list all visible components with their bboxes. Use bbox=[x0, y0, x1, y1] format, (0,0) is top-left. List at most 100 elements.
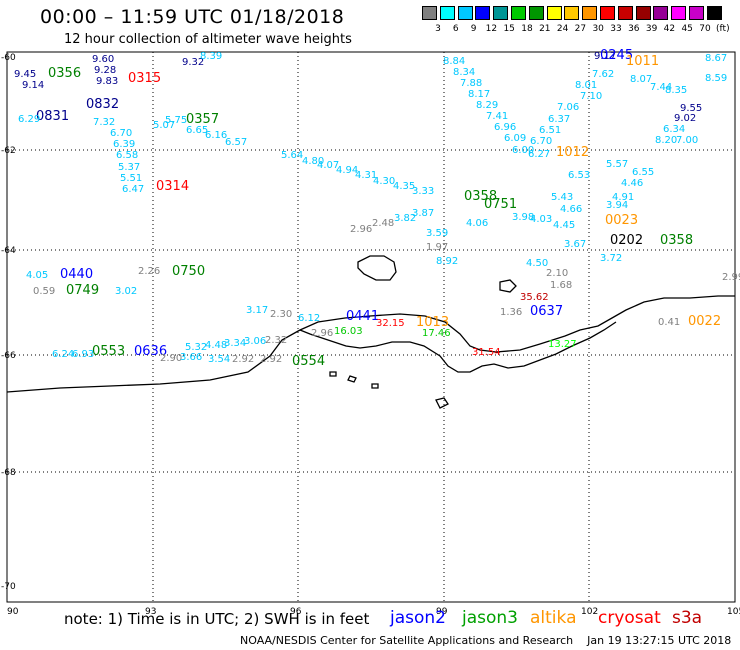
wave-height-value: 4.07 bbox=[317, 160, 339, 171]
wave-height-value: 6.12 bbox=[298, 313, 320, 324]
wave-height-value: 6.96 bbox=[494, 122, 516, 133]
footer-note: note: 1) Time is in UTC; 2) SWH is in fe… bbox=[64, 610, 370, 628]
scale-swatch bbox=[671, 6, 687, 20]
wave-height-value: 4.50 bbox=[526, 258, 548, 269]
scale-swatch bbox=[511, 6, 526, 20]
wave-height-value: 6.29 bbox=[18, 114, 40, 125]
scale-label: (ft) bbox=[716, 24, 730, 34]
wave-height-value: 3.98 bbox=[512, 212, 534, 223]
wave-height-value: 6.65 bbox=[186, 125, 208, 136]
wave-height-value: 4.30 bbox=[373, 176, 395, 187]
wave-height-value: 7.00 bbox=[676, 135, 698, 146]
coastline bbox=[6, 255, 735, 409]
wave-height-value: 6.53 bbox=[568, 170, 590, 181]
wave-height-value: 6.39 bbox=[113, 139, 135, 150]
wave-height-value: 32.15 bbox=[376, 318, 405, 329]
pass-time-label: 0356 bbox=[48, 66, 81, 81]
wave-height-value: 8.17 bbox=[468, 89, 490, 100]
wave-height-value: 9.17 bbox=[594, 51, 616, 62]
wave-height-value: 3.66 bbox=[180, 352, 202, 363]
x-tick-label: 90 bbox=[7, 607, 19, 617]
scale-swatch bbox=[582, 6, 598, 20]
wave-height-value: 6.00 bbox=[512, 145, 534, 156]
scale-swatch bbox=[439, 6, 455, 20]
wave-height-value: 6.27 bbox=[528, 149, 550, 160]
wave-height-value: 2.48 bbox=[372, 218, 394, 229]
y-tick-label: -66 bbox=[1, 351, 16, 361]
wave-height-value: 2.99 bbox=[722, 272, 740, 283]
x-tick-label: 105 bbox=[727, 607, 740, 617]
wave-height-value: 6.58 bbox=[116, 150, 138, 161]
pass-time-label: 0637 bbox=[530, 304, 563, 319]
wave-height-value: 4.31 bbox=[355, 170, 377, 181]
wave-height-value: 7.32 bbox=[93, 117, 115, 128]
wave-height-value: 3.02 bbox=[115, 286, 137, 297]
wave-height-value: 7.41 bbox=[486, 111, 508, 122]
wave-height-value: 9.83 bbox=[96, 76, 118, 87]
wave-height-value: 13.27 bbox=[548, 339, 577, 350]
wave-height-value: 8.20 bbox=[655, 135, 677, 146]
wave-height-value: 3.59 bbox=[426, 228, 448, 239]
scale-swatch bbox=[528, 6, 544, 20]
wave-height-value: 0.41 bbox=[658, 317, 680, 328]
wave-height-value: 2.90 bbox=[160, 353, 182, 364]
map-title: 00:00 – 11:59 UTC 01/18/2018 bbox=[40, 6, 345, 28]
x-tick-label: 99 bbox=[436, 607, 448, 617]
wave-height-labels: 9.609.289.83 9.45 0356 9.14 0315 9.328.39 0832… bbox=[14, 48, 740, 369]
scale-label: 39 bbox=[645, 24, 658, 34]
wave-height-value: 7.88 bbox=[460, 78, 482, 89]
x-tick-label: 96 bbox=[290, 607, 302, 617]
pass-time-label: 0440 bbox=[60, 267, 93, 282]
wave-height-value: 5.07 bbox=[153, 120, 175, 131]
wave-height-value: 2.92 bbox=[260, 354, 282, 365]
wave-height-value: 2.92 bbox=[232, 354, 254, 365]
scale-label: 33 bbox=[610, 24, 622, 34]
satellite-legend-jason3: jason3 bbox=[462, 608, 518, 628]
wave-height-value: 16.03 bbox=[334, 326, 363, 337]
scale-swatch bbox=[493, 6, 509, 20]
scale-label: 42 bbox=[663, 24, 676, 34]
y-tick-label: -64 bbox=[1, 246, 16, 256]
scale-label: 27 bbox=[574, 24, 587, 34]
graticule bbox=[7, 52, 735, 602]
scale-label: 30 bbox=[592, 24, 604, 34]
scale-label: 6 bbox=[452, 24, 459, 34]
pass-time-label: 0636 bbox=[134, 344, 167, 359]
wave-height-value: 3.87 bbox=[412, 208, 434, 219]
scale-swatch bbox=[475, 6, 491, 20]
wave-height-value: 3.54 bbox=[208, 354, 230, 365]
wave-height-value: 4.06 bbox=[466, 218, 488, 229]
wave-height-value: 5.51 bbox=[120, 173, 142, 184]
wave-height-value: 5.75 bbox=[165, 115, 187, 126]
wave-height-value: 4.94 bbox=[336, 165, 358, 176]
wave-height-value: 4.46 bbox=[621, 178, 643, 189]
wave-height-value: 4.45 bbox=[553, 220, 575, 231]
scale-swatch bbox=[617, 6, 633, 20]
wave-height-value: 6.70 bbox=[110, 128, 132, 139]
wave-height-value: 9.14 bbox=[22, 80, 44, 91]
y-tick-label: -68 bbox=[1, 468, 16, 478]
scale-swatch bbox=[600, 6, 615, 20]
wave-height-value: 4.91 bbox=[612, 192, 634, 203]
scale-label: 12 bbox=[485, 24, 498, 34]
wave-height-value: 4.48 bbox=[205, 340, 227, 351]
y-tick-label: -60 bbox=[1, 53, 16, 63]
wave-height-value: 6.34 bbox=[663, 124, 685, 135]
credit-line: NOAA/NESDIS Center for Satellite Applica… bbox=[240, 634, 732, 647]
wave-height-value: 3.06 bbox=[244, 336, 266, 347]
scale-swatch bbox=[653, 6, 669, 20]
pass-time-label: 0314 bbox=[156, 179, 189, 194]
pass-time-label: 0554 bbox=[292, 354, 325, 369]
pass-time-label: 0441 bbox=[346, 309, 379, 324]
wave-height-value: 9.32 bbox=[182, 57, 204, 68]
wave-height-value: 1.68 bbox=[550, 280, 572, 291]
wave-height-value: 5.43 bbox=[551, 192, 573, 203]
wave-height-value: 35.62 bbox=[520, 292, 549, 303]
scale-label: 24 bbox=[556, 24, 569, 34]
wave-height-value: 4.80 bbox=[302, 156, 324, 167]
satellite-legend-jason2: jason2 bbox=[390, 608, 446, 628]
pass-time-label: 0357 bbox=[186, 112, 219, 127]
wave-height-value: 4.05 bbox=[26, 270, 48, 281]
wave-height-value: 2.96 bbox=[311, 328, 333, 339]
wave-height-value: 8.35 bbox=[665, 85, 687, 96]
